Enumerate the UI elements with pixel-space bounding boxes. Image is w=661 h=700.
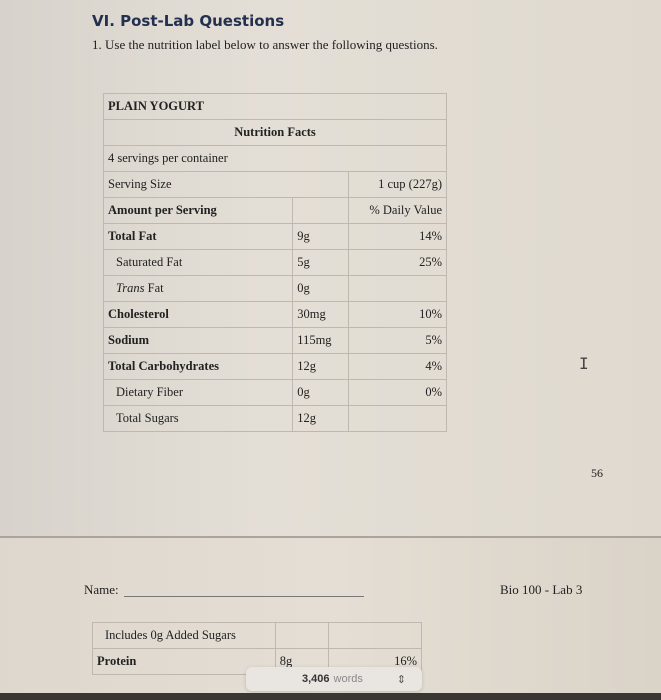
table-row: Protein 8g 16%: [92, 648, 422, 675]
table-row: Dietary Fiber 0g 0%: [102, 379, 447, 406]
amount-header: Amount per Serving: [102, 197, 294, 224]
serving-size-value: 1 cup (227g): [348, 171, 447, 198]
course-label: Bio 100 - Lab 3: [500, 582, 583, 597]
table-row: Total Sugars 12g: [102, 405, 447, 432]
nutrition-table: PLAIN YOGURT Nutrition Facts 4 servings …: [102, 93, 447, 432]
section-heading: VI. Post-Lab Questions: [92, 12, 285, 30]
table-row: Includes 0g Added Sugars: [92, 622, 422, 649]
serving-size-label: Serving Size: [102, 171, 350, 198]
dv-header: % Daily Value: [348, 197, 447, 224]
table-row: Total Carbohydrates 12g 4%: [102, 353, 447, 380]
word-count-pill[interactable]: 3,406 words ⇕: [246, 667, 422, 691]
word-count-unit: words: [333, 673, 363, 685]
page-break: [0, 536, 661, 538]
question-text: 1. Use the nutrition label below to answ…: [92, 37, 438, 52]
product-name: PLAIN YOGURT: [103, 93, 447, 120]
table-row: Total Fat 9g 14%: [102, 223, 447, 250]
label-title: Nutrition Facts: [103, 119, 447, 146]
text-cursor-icon: I: [579, 354, 589, 373]
table-row: Saturated Fat 5g 25%: [102, 249, 447, 276]
name-line: [124, 596, 364, 597]
name-label: Name:: [84, 582, 119, 597]
table-row: Cholesterol 30mg 10%: [102, 301, 447, 328]
page-number: 56: [591, 466, 603, 480]
table-row: Sodium 115mg 5%: [102, 327, 447, 354]
nutrition-table-continued: Includes 0g Added Sugars Protein 8g 16%: [92, 622, 422, 675]
up-down-chevron-icon[interactable]: ⇕: [396, 673, 406, 686]
table-row: Trans Fat 0g: [102, 275, 447, 302]
word-count: 3,406: [302, 673, 330, 685]
screen-bezel: [0, 693, 661, 700]
servings: 4 servings per container: [103, 145, 447, 172]
